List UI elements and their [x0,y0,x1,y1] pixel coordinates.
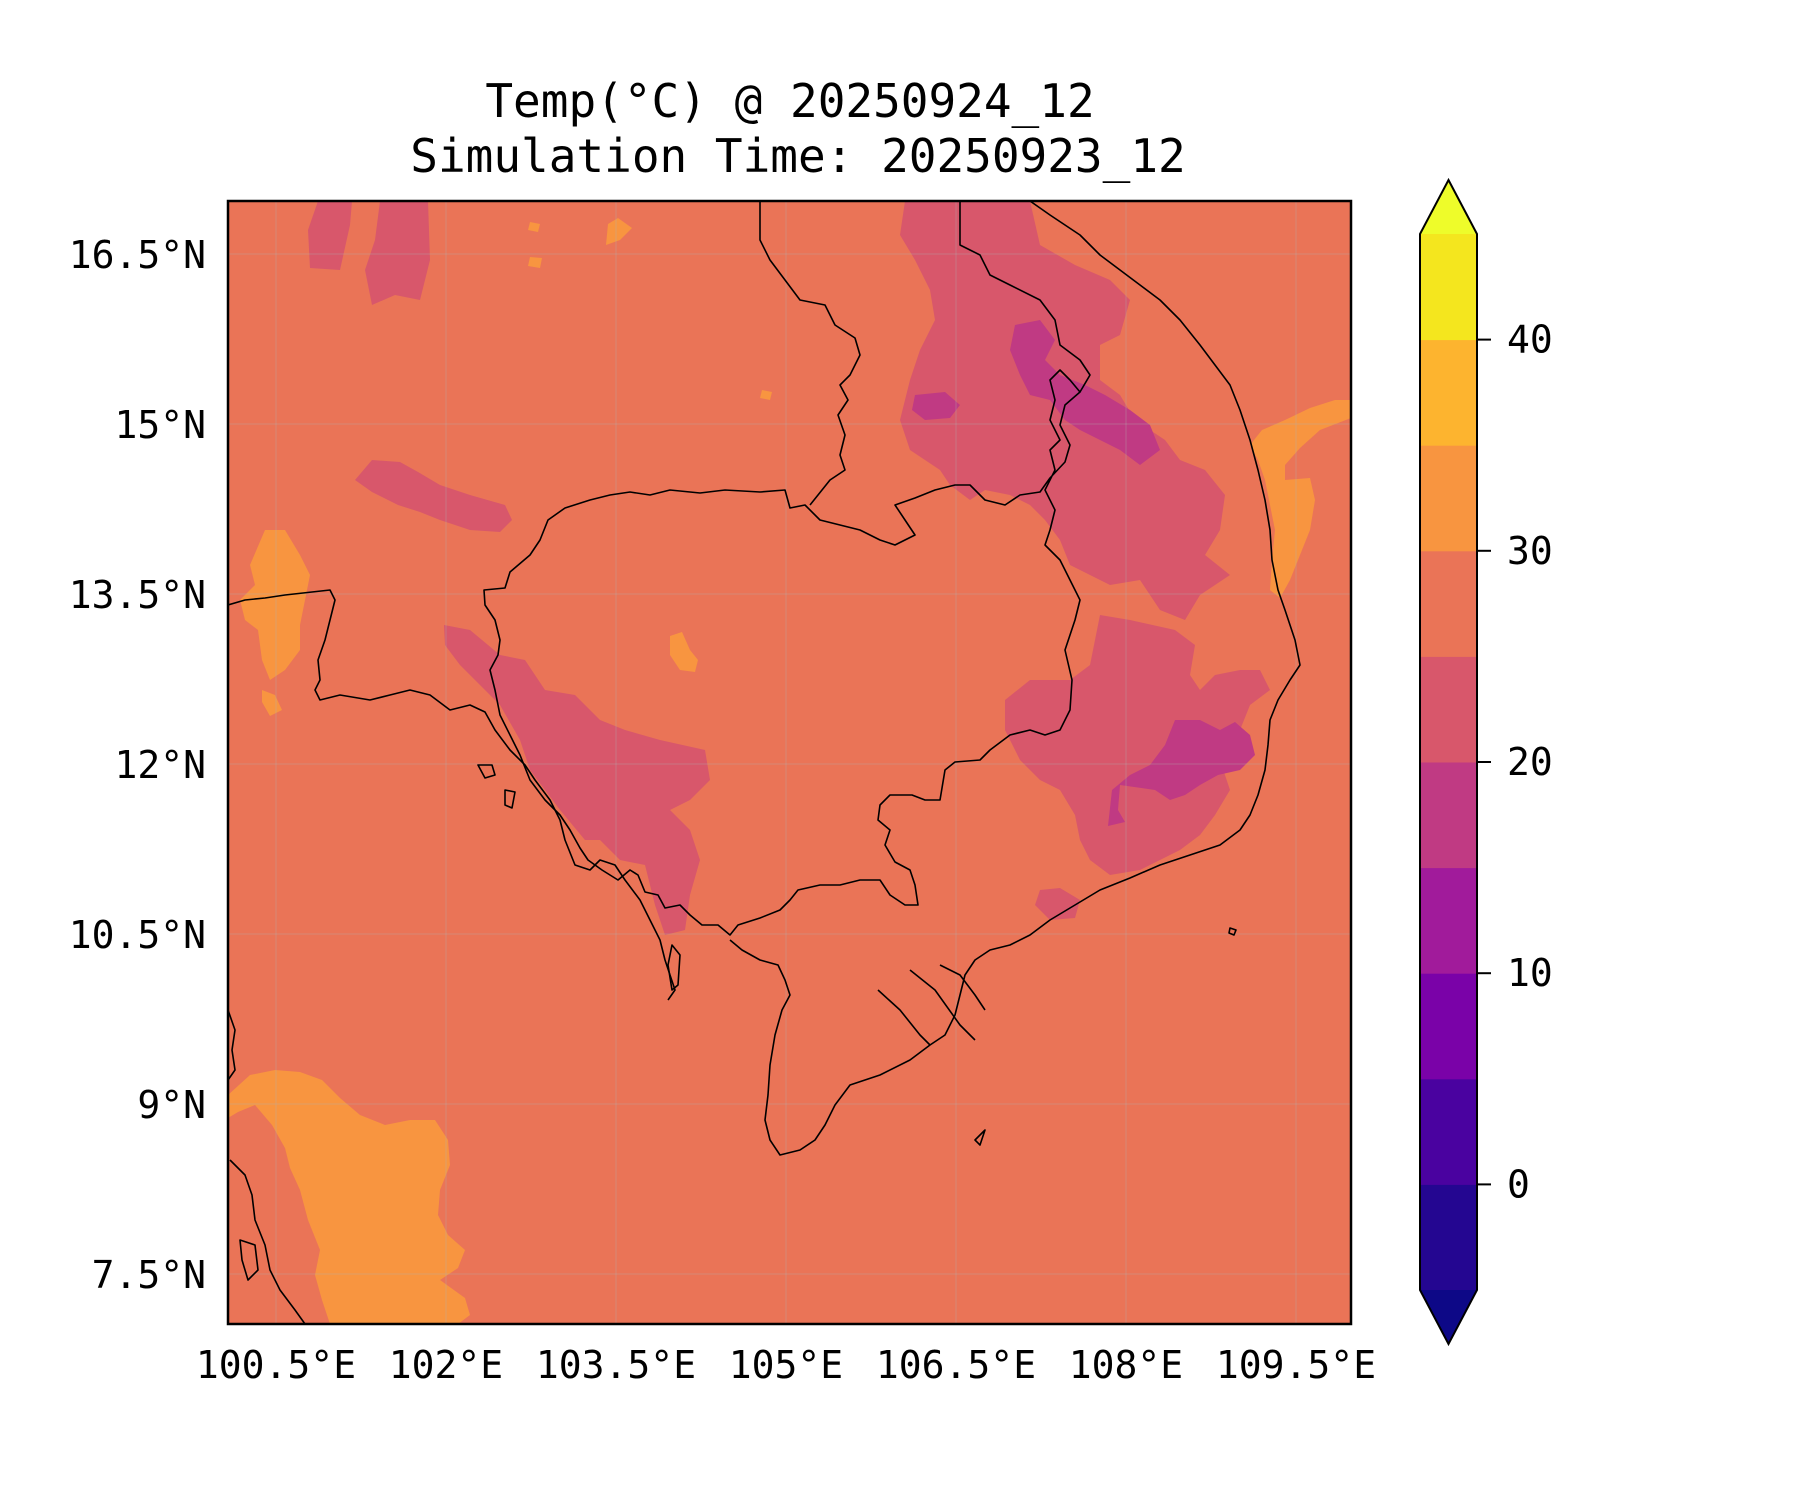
islands [239,764,1237,1281]
highland-core-2 [1108,720,1255,826]
lon-tick-label: 109.5°E [1216,1343,1376,1387]
colorbar-tick-label: 20 [1507,740,1553,784]
central-thailand-cool-patch [355,460,512,532]
vietnam-coast [729,201,1301,1156]
colorbar-bin [1420,973,1477,1080]
colorbar-outline [1419,177,1478,1347]
lon-tick-label: 105°E [729,1343,843,1387]
coastlines-and-borders [228,201,1301,1324]
lat-tick-label: 12°N [114,743,206,787]
cambodia-border [483,369,1081,936]
gridlines [228,201,1351,1324]
lat-tick-label: 7.5°N [92,1253,206,1297]
colorbar-tick-label: 30 [1507,529,1553,573]
map-area [226,199,1353,1326]
nw-cool-patch-1 [308,201,352,270]
laos-vietnam-border [959,201,1091,393]
highland-core-1 [912,320,1160,465]
map-subtitle: Simulation Time: 20250923_12 [410,129,1185,183]
thai-gulf-coast [228,589,676,1001]
laos-thai-border [759,201,861,506]
mekong-delta-channels [877,964,986,1046]
lat-tick-label: 10.5°N [69,913,206,957]
colorbar-bin [1420,550,1477,657]
lon-tick-labels: 100.5°E 102°E 103.5°E 105°E 106.5°E 108°… [196,1343,1376,1387]
colorbar-bin [1420,867,1477,974]
colorbar-bin [1420,762,1477,869]
lon-tick-label: 106.5°E [876,1343,1036,1387]
east-sea-warm-patch [1250,400,1351,598]
vietnam-highlands-coastal-strip [1035,888,1080,920]
map-frame [226,199,1353,1326]
colorbar-bin [1420,445,1477,552]
gulf-warm-patch [228,1070,470,1324]
colorbar-extend-max [1420,180,1477,234]
colorbar: 0 10 20 30 40 [1419,177,1553,1347]
west-warm-patch [240,530,310,716]
lon-tick-label: 103.5°E [536,1343,696,1387]
lat-tick-label: 13.5°N [69,573,206,617]
map-title: Temp(°C) @ 20250924_12 [485,74,1094,128]
lat-tick-label: 16.5°N [69,233,206,277]
colorbar-extend-min [1420,1290,1477,1344]
lon-tick-label: 100.5°E [196,1343,356,1387]
malay-peninsula-coast [228,1009,306,1324]
cardamom-cool-patch [444,625,710,935]
lon-tick-label: 108°E [1069,1343,1183,1387]
colorbar-tick-label: 40 [1507,318,1553,362]
colorbar-bin [1420,1078,1477,1185]
colorbar-bin [1420,1184,1477,1291]
lon-tick-label: 102°E [389,1343,503,1387]
lat-tick-label: 15°N [114,403,206,447]
nw-cool-patch-2 [365,201,430,305]
lat-tick-labels: 16.5°N 15°N 13.5°N 12°N 10.5°N 9°N 7.5°N [69,233,206,1297]
colorbar-bin [1420,234,1477,341]
colorbar-bin [1420,656,1477,763]
colorbar-bin [1420,339,1477,446]
colorbar-tick-label: 0 [1507,1162,1530,1206]
colorbar-tick-label: 10 [1507,951,1553,995]
lat-tick-label: 9°N [137,1083,206,1127]
